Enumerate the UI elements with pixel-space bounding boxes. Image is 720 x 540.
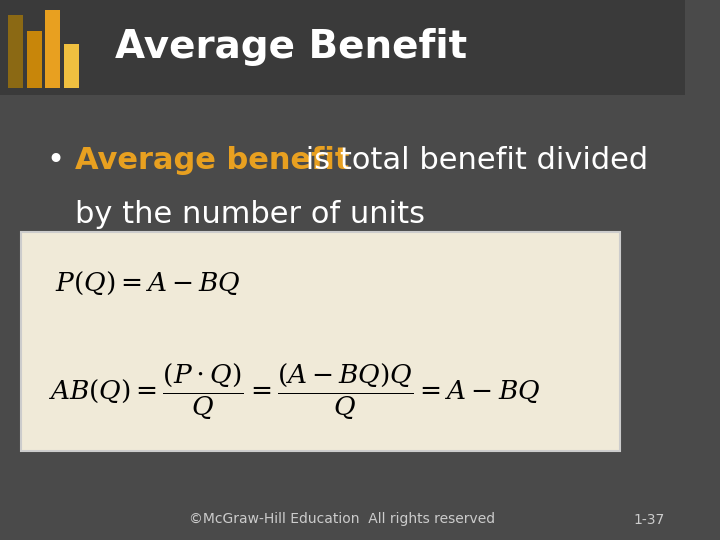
Text: $P(Q) = A - BQ$: $P(Q) = A - BQ$ [55, 270, 240, 297]
FancyBboxPatch shape [0, 0, 685, 94]
FancyBboxPatch shape [27, 31, 42, 88]
Text: by the number of units: by the number of units [76, 200, 426, 229]
Text: 1-37: 1-37 [633, 512, 665, 526]
Text: $AB(Q) = \dfrac{(P \cdot Q)}{Q} = \dfrac{(A - BQ)Q}{Q} = A - BQ$: $AB(Q) = \dfrac{(P \cdot Q)}{Q} = \dfrac… [48, 361, 540, 422]
FancyBboxPatch shape [45, 10, 60, 88]
Text: Average benefit: Average benefit [76, 146, 350, 175]
Text: Average Benefit: Average Benefit [115, 28, 467, 66]
FancyBboxPatch shape [63, 44, 78, 88]
FancyBboxPatch shape [21, 232, 620, 451]
Text: is total benefit divided: is total benefit divided [296, 146, 648, 175]
Text: •: • [47, 146, 65, 175]
Text: ©McGraw-Hill Education  All rights reserved: ©McGraw-Hill Education All rights reserv… [189, 512, 495, 526]
FancyBboxPatch shape [8, 15, 23, 88]
